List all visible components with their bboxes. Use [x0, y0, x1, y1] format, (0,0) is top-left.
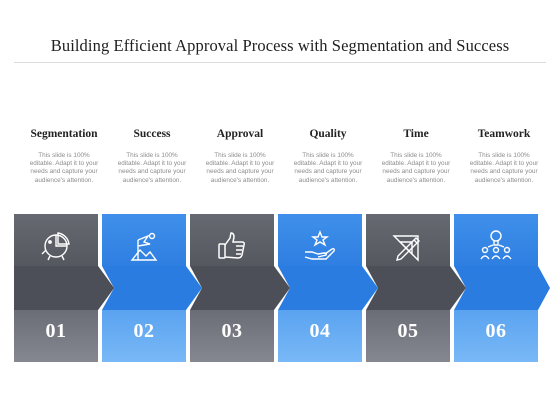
step-description: This slide is 100% editable. Adapt it to… [381, 152, 451, 184]
step-arrow-quality [278, 214, 378, 362]
step-description: This slide is 100% editable. Adapt it to… [293, 152, 363, 184]
step-number-02: 02 [133, 320, 155, 342]
hand-star-icon [304, 230, 335, 260]
step-number-06: 06 [485, 320, 507, 342]
step-number-04: 04 [309, 320, 331, 342]
step-heading-time: Time [403, 128, 429, 140]
pencil-ruler-icon [392, 235, 420, 262]
step-description: This slide is 100% editable. Adapt it to… [469, 152, 539, 184]
step-arrow-segmentation [14, 214, 114, 362]
step-number-01: 01 [45, 320, 67, 342]
step-number-03: 03 [221, 320, 243, 342]
thumbs-up-icon [218, 232, 245, 259]
step-heading-success: Success [133, 128, 171, 140]
step-description: This slide is 100% editable. Adapt it to… [29, 152, 99, 184]
step-heading-quality: Quality [309, 128, 347, 140]
step-arrow-time [366, 214, 466, 362]
process-arrow-band [14, 214, 550, 362]
slide-title: Building Efficient Approval Process with… [50, 36, 510, 55]
step-description: This slide is 100% editable. Adapt it to… [205, 152, 275, 184]
step-heading-segmentation: Segmentation [30, 128, 98, 140]
step-arrow-teamwork [454, 214, 550, 362]
step-heading-teamwork: Teamwork [477, 128, 531, 140]
pie-chart-icon [41, 232, 70, 261]
flag-mountain-icon [130, 232, 158, 261]
step-description: This slide is 100% editable. Adapt it to… [117, 152, 187, 184]
step-heading-approval: Approval [216, 128, 264, 140]
title-divider [14, 62, 546, 63]
step-arrow-success [102, 214, 202, 362]
step-number-05: 05 [397, 320, 419, 342]
team-idea-icon [480, 230, 512, 260]
